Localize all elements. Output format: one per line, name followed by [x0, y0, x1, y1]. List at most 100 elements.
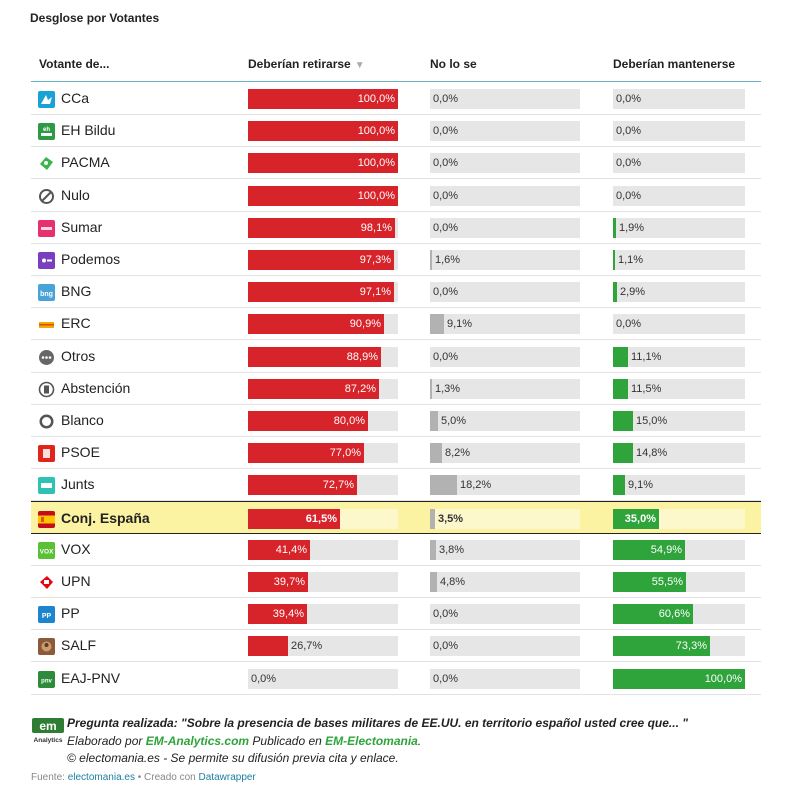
bar-retirarse: [248, 540, 310, 560]
source-separator: • Creado con: [134, 772, 199, 783]
spain-flag-icon: [38, 511, 55, 528]
cell-mantenerse: 55,5%: [613, 572, 745, 592]
value-label-retirarse: 80,0%: [333, 415, 365, 427]
table-row-eh-bildu: eh EH Bildu 100,0% 0,0% 0,0%: [31, 114, 761, 147]
value-label-mantenerse: 9,1%: [628, 479, 654, 491]
cell-retirarse: 41,4%: [248, 540, 398, 560]
bar-retirarse: [248, 347, 381, 367]
footer-credits: Elaborado por EM-Analytics.com Publicado…: [67, 734, 421, 748]
bar-retirarse: [248, 121, 398, 141]
header-no-lo-se[interactable]: No lo se: [430, 57, 477, 71]
value-label-retirarse: 87,2%: [344, 383, 376, 395]
bar-retirarse: [248, 153, 398, 173]
header-deberian-mantenerse[interactable]: Deberían mantenerse: [613, 57, 736, 71]
bar-retirarse: [248, 314, 384, 334]
row-label: Conj. España: [61, 510, 150, 526]
table-row-otros: Otros 88,9% 0,0% 11,1%: [31, 340, 761, 373]
value-label-no-lo-se: 18,2%: [460, 479, 492, 491]
cell-no-lo-se: 0,0%: [430, 121, 580, 141]
header-deberian-retirarse[interactable]: Deberían retirarse ▼: [248, 57, 365, 71]
value-label-no-lo-se: 1,3%: [435, 383, 461, 395]
row-label: Blanco: [61, 412, 104, 428]
datawrapper-link[interactable]: Datawrapper: [198, 772, 256, 783]
junts-logo-icon: [38, 477, 55, 494]
value-label-no-lo-se: 3,5%: [438, 513, 464, 525]
value-label-mantenerse: 11,5%: [631, 383, 662, 395]
bar-retirarse: [248, 250, 394, 270]
bar-mantenerse: [613, 411, 633, 431]
bar-mantenerse: [613, 443, 633, 463]
cell-mantenerse: 0,0%: [613, 121, 745, 141]
table-row-conj-espana: Conj. España 61,5% 3,5% 35,0%: [31, 501, 761, 534]
table-row-nulo: Nulo 100,0% 0,0% 0,0%: [31, 179, 761, 212]
cell-no-lo-se: 0,0%: [430, 636, 580, 656]
bar-mantenerse: [613, 604, 693, 624]
svg-text:Analytics: Analytics: [34, 737, 63, 744]
value-label-no-lo-se: 9,1%: [447, 318, 473, 330]
cell-retirarse: 90,9%: [248, 314, 398, 334]
cell-retirarse: 100,0%: [248, 89, 398, 109]
bar-mantenerse: [613, 347, 628, 367]
value-label-retirarse: 26,7%: [291, 640, 323, 652]
row-label: PP: [61, 605, 80, 621]
value-label-mantenerse: 1,9%: [619, 222, 645, 234]
row-label: CCa: [61, 90, 90, 106]
pp-logo-icon: PP: [38, 606, 55, 623]
value-label-no-lo-se: 0,0%: [433, 157, 459, 169]
row-label: SALF: [61, 637, 97, 653]
value-label-no-lo-se: 0,0%: [433, 640, 459, 652]
cell-mantenerse: 100,0%: [613, 669, 745, 689]
value-label-retirarse: 61,5%: [305, 513, 337, 525]
value-label-retirarse: 100,0%: [357, 157, 395, 169]
bar-mantenerse: [613, 250, 615, 270]
value-label-mantenerse: 0,0%: [616, 93, 642, 105]
value-label-no-lo-se: 3,8%: [439, 544, 465, 556]
bar-no-lo-se: [430, 540, 436, 560]
bar-mantenerse: [613, 379, 628, 399]
footer-credits-suffix: .: [417, 734, 422, 748]
row-label: PACMA: [61, 154, 110, 170]
table-row-pp: PP PP 39,4% 0,0% 60,6%: [31, 597, 761, 630]
bar-no-lo-se: [430, 250, 432, 270]
value-label-mantenerse: 55,5%: [651, 576, 683, 588]
cell-no-lo-se: 9,1%: [430, 314, 580, 334]
blank-vote-icon: [38, 413, 55, 430]
header-deberian-retirarse-label: Deberían retirarse: [248, 57, 351, 71]
cell-retirarse: 61,5%: [248, 509, 398, 529]
table-row-abstencion: Abstención 87,2% 1,3% 11,5%: [31, 372, 761, 405]
cell-retirarse: 72,7%: [248, 475, 398, 495]
value-label-no-lo-se: 0,0%: [433, 93, 459, 105]
value-label-mantenerse: 73,3%: [675, 640, 707, 652]
source-link[interactable]: electomania.es: [67, 772, 135, 783]
row-label: EAJ-PNV: [61, 670, 121, 686]
bar-no-lo-se: [430, 314, 444, 334]
table-row-blanco: Blanco 80,0% 5,0% 15,0%: [31, 404, 761, 437]
bar-no-lo-se: [430, 379, 432, 399]
row-label: Sumar: [61, 219, 103, 235]
cca-logo-icon: [38, 91, 55, 108]
value-label-mantenerse: 15,0%: [636, 415, 668, 427]
header-voter[interactable]: Votante de...: [39, 57, 110, 71]
bar-mantenerse: [613, 669, 745, 689]
cell-no-lo-se: 1,6%: [430, 250, 580, 270]
cell-no-lo-se: 0,0%: [430, 347, 580, 367]
row-label: Nulo: [61, 187, 90, 203]
em-analytics-link[interactable]: EM-Analytics.com: [145, 734, 250, 748]
value-label-retirarse: 88,9%: [346, 351, 378, 363]
source-label: Fuente:: [31, 772, 68, 783]
cell-no-lo-se: 1,3%: [430, 379, 580, 399]
source-line: Fuente: electomania.es • Creado con Data…: [31, 772, 256, 783]
footer-question: Pregunta realizada: "Sobre la presencia …: [67, 716, 688, 730]
cell-retirarse: 100,0%: [248, 121, 398, 141]
value-label-no-lo-se: 0,0%: [433, 286, 459, 298]
value-label-retirarse: 100,0%: [357, 93, 395, 105]
em-electomania-link[interactable]: EM-Electomania: [325, 734, 418, 748]
value-label-retirarse: 0,0%: [251, 673, 277, 685]
cell-retirarse: 88,9%: [248, 347, 398, 367]
bar-retirarse: [248, 509, 340, 529]
value-label-mantenerse: 0,0%: [616, 157, 642, 169]
bar-mantenerse: [613, 218, 616, 238]
value-label-retirarse: 39,4%: [272, 608, 304, 620]
bar-retirarse: [248, 443, 364, 463]
cell-retirarse: 80,0%: [248, 411, 398, 431]
